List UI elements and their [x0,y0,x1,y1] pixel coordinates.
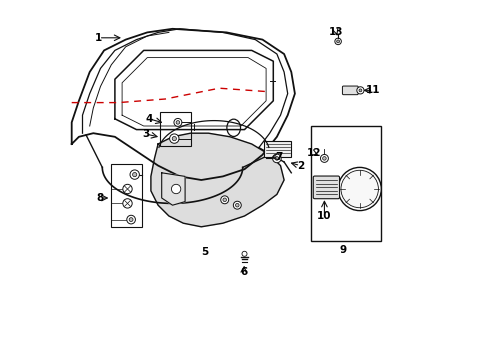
Circle shape [130,170,139,179]
Text: 11: 11 [366,85,380,95]
Circle shape [122,199,132,208]
Text: 7: 7 [274,152,282,162]
Circle shape [340,170,378,208]
Polygon shape [162,173,185,205]
Circle shape [171,184,181,194]
Bar [111,164,142,227]
Circle shape [356,87,363,94]
Text: 13: 13 [328,27,343,37]
Circle shape [233,201,241,209]
Polygon shape [151,133,284,227]
Circle shape [275,157,278,160]
FancyBboxPatch shape [342,86,358,95]
Circle shape [129,218,133,221]
Text: 1: 1 [95,33,102,43]
Circle shape [336,40,339,43]
Circle shape [122,184,132,194]
Circle shape [242,251,246,256]
Circle shape [322,157,325,160]
Circle shape [126,215,135,224]
Bar [310,126,381,241]
FancyBboxPatch shape [313,176,339,199]
Circle shape [358,89,361,92]
Circle shape [176,121,179,124]
Text: 4: 4 [145,114,152,124]
Text: 10: 10 [317,211,331,221]
Circle shape [174,118,182,126]
Circle shape [337,167,381,211]
Circle shape [223,198,226,202]
Text: 6: 6 [240,267,247,277]
Text: 8: 8 [97,193,104,203]
Circle shape [169,134,179,143]
Text: 12: 12 [306,148,320,158]
Circle shape [235,203,239,207]
Text: 5: 5 [201,247,208,257]
Circle shape [334,38,341,45]
Text: 3: 3 [142,129,149,139]
Circle shape [220,196,228,204]
Text: 9: 9 [339,245,346,255]
FancyBboxPatch shape [264,141,291,157]
Circle shape [172,136,176,141]
Circle shape [272,154,281,163]
Circle shape [320,154,328,162]
Bar [160,112,190,146]
Text: 2: 2 [296,161,304,171]
Circle shape [132,172,137,177]
